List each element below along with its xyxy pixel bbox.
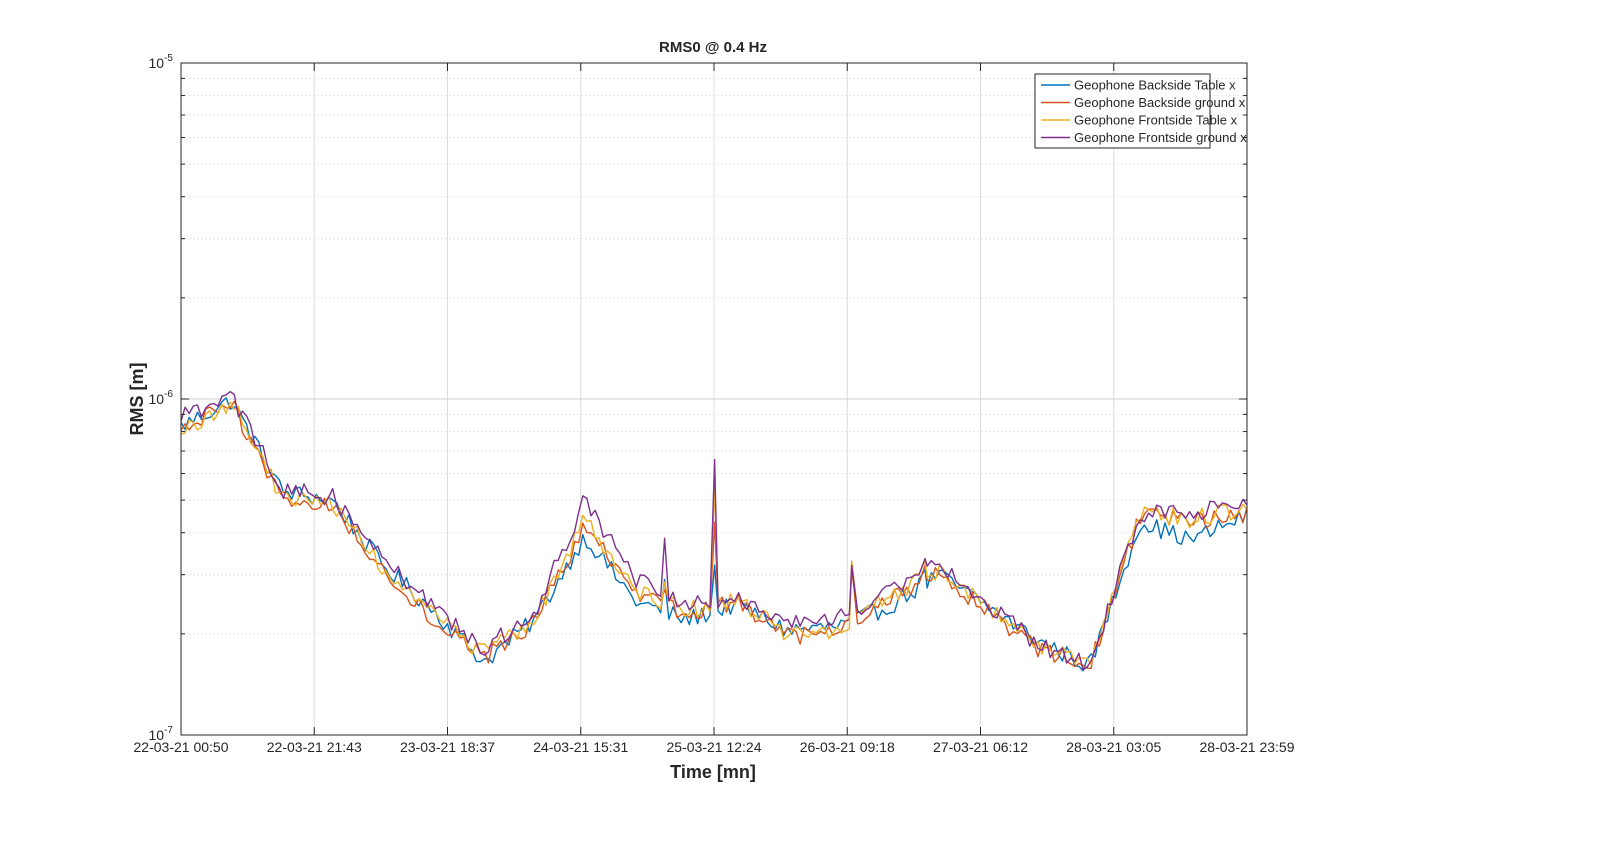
- series-line-2: [180, 400, 1248, 669]
- series-lines: [180, 390, 1248, 672]
- x-tick-label: 28-03-21 23:59: [1200, 739, 1295, 755]
- legend-label-2: Geophone Backside ground x: [1074, 95, 1246, 110]
- x-tick-label: 24-03-21 15:31: [533, 739, 628, 755]
- y-tick-label: 10-6: [149, 389, 174, 407]
- x-tick-label: 26-03-21 09:18: [800, 739, 895, 755]
- x-tick-label: 22-03-21 21:43: [267, 739, 362, 755]
- y-tick-label: 10-5: [149, 53, 174, 71]
- y-tick-label: 10-7: [149, 725, 174, 743]
- x-tick-label: 23-03-21 18:37: [400, 739, 495, 755]
- y-axis-label: RMS [m]: [127, 363, 147, 436]
- x-tick-label: 22-03-21 00:50: [134, 739, 229, 755]
- x-axis-ticks: 22-03-21 00:50 22-03-21 21:43 23-03-21 18:…: [134, 63, 1295, 755]
- series-line-4: [180, 390, 1248, 671]
- legend-label-3: Geophone Frontside Table x: [1074, 113, 1238, 128]
- legend-label-4: Geophone Frontside ground x: [1074, 130, 1247, 145]
- legend: Geophone Backside Table x Geophone Backsi…: [1034, 73, 1247, 149]
- x-tick-label: 28-03-21 03:05: [1066, 739, 1161, 755]
- legend-label-1: Geophone Backside Table x: [1074, 78, 1236, 93]
- plot-area: 22-03-21 00:50 22-03-21 21:43 23-03-21 18:…: [134, 53, 1295, 755]
- x-tick-label: 27-03-21 06:12: [933, 739, 1028, 755]
- x-tick-label: 25-03-21 12:24: [667, 739, 762, 755]
- chart-title: RMS0 @ 0.4 Hz: [659, 39, 767, 56]
- x-axis-label: Time [mn]: [670, 762, 756, 782]
- legend-box: [1034, 73, 1211, 149]
- y-axis-ticks: 10-7 10-6 10-5: [149, 53, 1247, 743]
